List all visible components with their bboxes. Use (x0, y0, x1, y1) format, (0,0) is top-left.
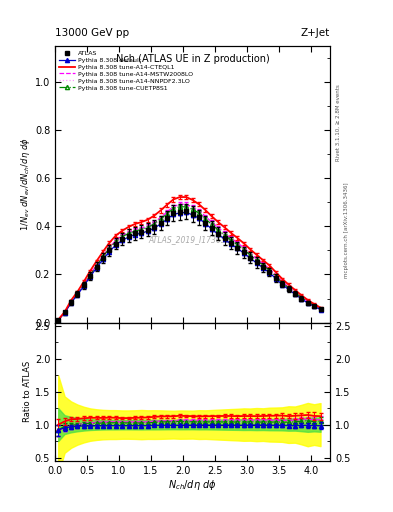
Y-axis label: Ratio to ATLAS: Ratio to ATLAS (23, 361, 32, 422)
Legend: ATLAS, Pythia 8.308 default, Pythia 8.308 tune-A14-CTEQL1, Pythia 8.308 tune-A14: ATLAS, Pythia 8.308 default, Pythia 8.30… (58, 49, 194, 92)
Text: ATLAS_2019_I1736531: ATLAS_2019_I1736531 (149, 235, 236, 244)
Text: mcplots.cern.ch [arXiv:1306.3436]: mcplots.cern.ch [arXiv:1306.3436] (344, 183, 349, 278)
Text: Z+Jet: Z+Jet (301, 28, 330, 38)
X-axis label: $N_{ch}/d\eta\ d\phi$: $N_{ch}/d\eta\ d\phi$ (168, 478, 217, 493)
Text: Nch (ATLAS UE in Z production): Nch (ATLAS UE in Z production) (116, 54, 270, 65)
Y-axis label: $1/N_{ev}\ dN_{ev}/dN_{ch}/d\eta\ d\phi$: $1/N_{ev}\ dN_{ev}/dN_{ch}/d\eta\ d\phi$ (19, 138, 32, 231)
Text: 13000 GeV pp: 13000 GeV pp (55, 28, 129, 38)
Text: Rivet 3.1.10, ≥ 2.8M events: Rivet 3.1.10, ≥ 2.8M events (336, 84, 341, 161)
